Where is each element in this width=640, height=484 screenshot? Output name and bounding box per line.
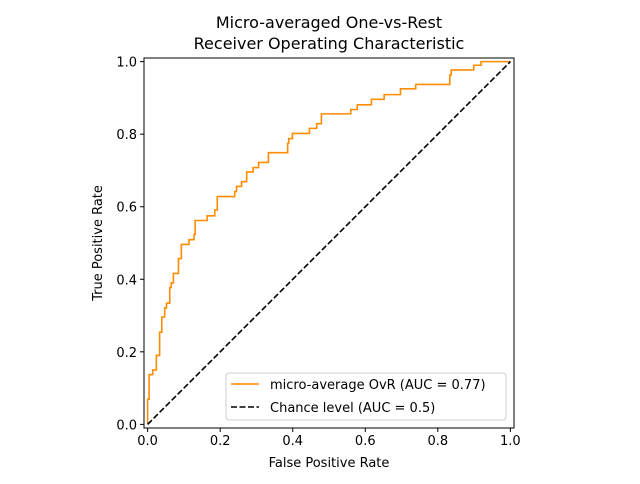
x-tick-label: 0.4 xyxy=(282,434,303,449)
y-tick-label: 0.8 xyxy=(116,128,137,143)
axes-frame xyxy=(143,57,515,429)
y-axis-label: True Positive Rate xyxy=(91,185,106,302)
plot-area xyxy=(146,60,511,425)
legend: micro-average OvR (AUC = 0.77) Chance le… xyxy=(225,372,507,421)
y-tick-label: 0.2 xyxy=(116,346,137,361)
chart-title-line-2: Receiver Operating Characteristic xyxy=(194,34,465,53)
x-tick-label: 0.6 xyxy=(355,434,376,449)
chart-title-line-1: Micro-averaged One-vs-Rest xyxy=(216,13,442,32)
x-tick-label: 0.8 xyxy=(427,434,448,449)
legend-frame xyxy=(225,372,507,421)
x-axis-label: False Positive Rate xyxy=(269,456,390,471)
y-tick-label: 0.0 xyxy=(116,418,137,433)
legend-label-chance: Chance level (AUC = 0.5) xyxy=(270,401,435,416)
legend-label-roc: micro-average OvR (AUC = 0.77) xyxy=(270,378,486,393)
y-tick-label: 0.4 xyxy=(116,273,137,288)
y-tick-label: 0.6 xyxy=(116,201,137,216)
x-tick-label: 0.2 xyxy=(210,434,231,449)
roc-curve-line xyxy=(146,60,511,425)
chance-level-line xyxy=(147,61,511,425)
x-tick-label: 0.0 xyxy=(137,434,158,449)
y-tick-label: 1.0 xyxy=(116,56,137,71)
axes: 0.0 0.2 0.4 0.6 0.8 1.0 0.0 0.2 0.4 0.6 0.8 1.0 xyxy=(116,56,520,449)
x-tick-label: 1.0 xyxy=(500,434,521,449)
